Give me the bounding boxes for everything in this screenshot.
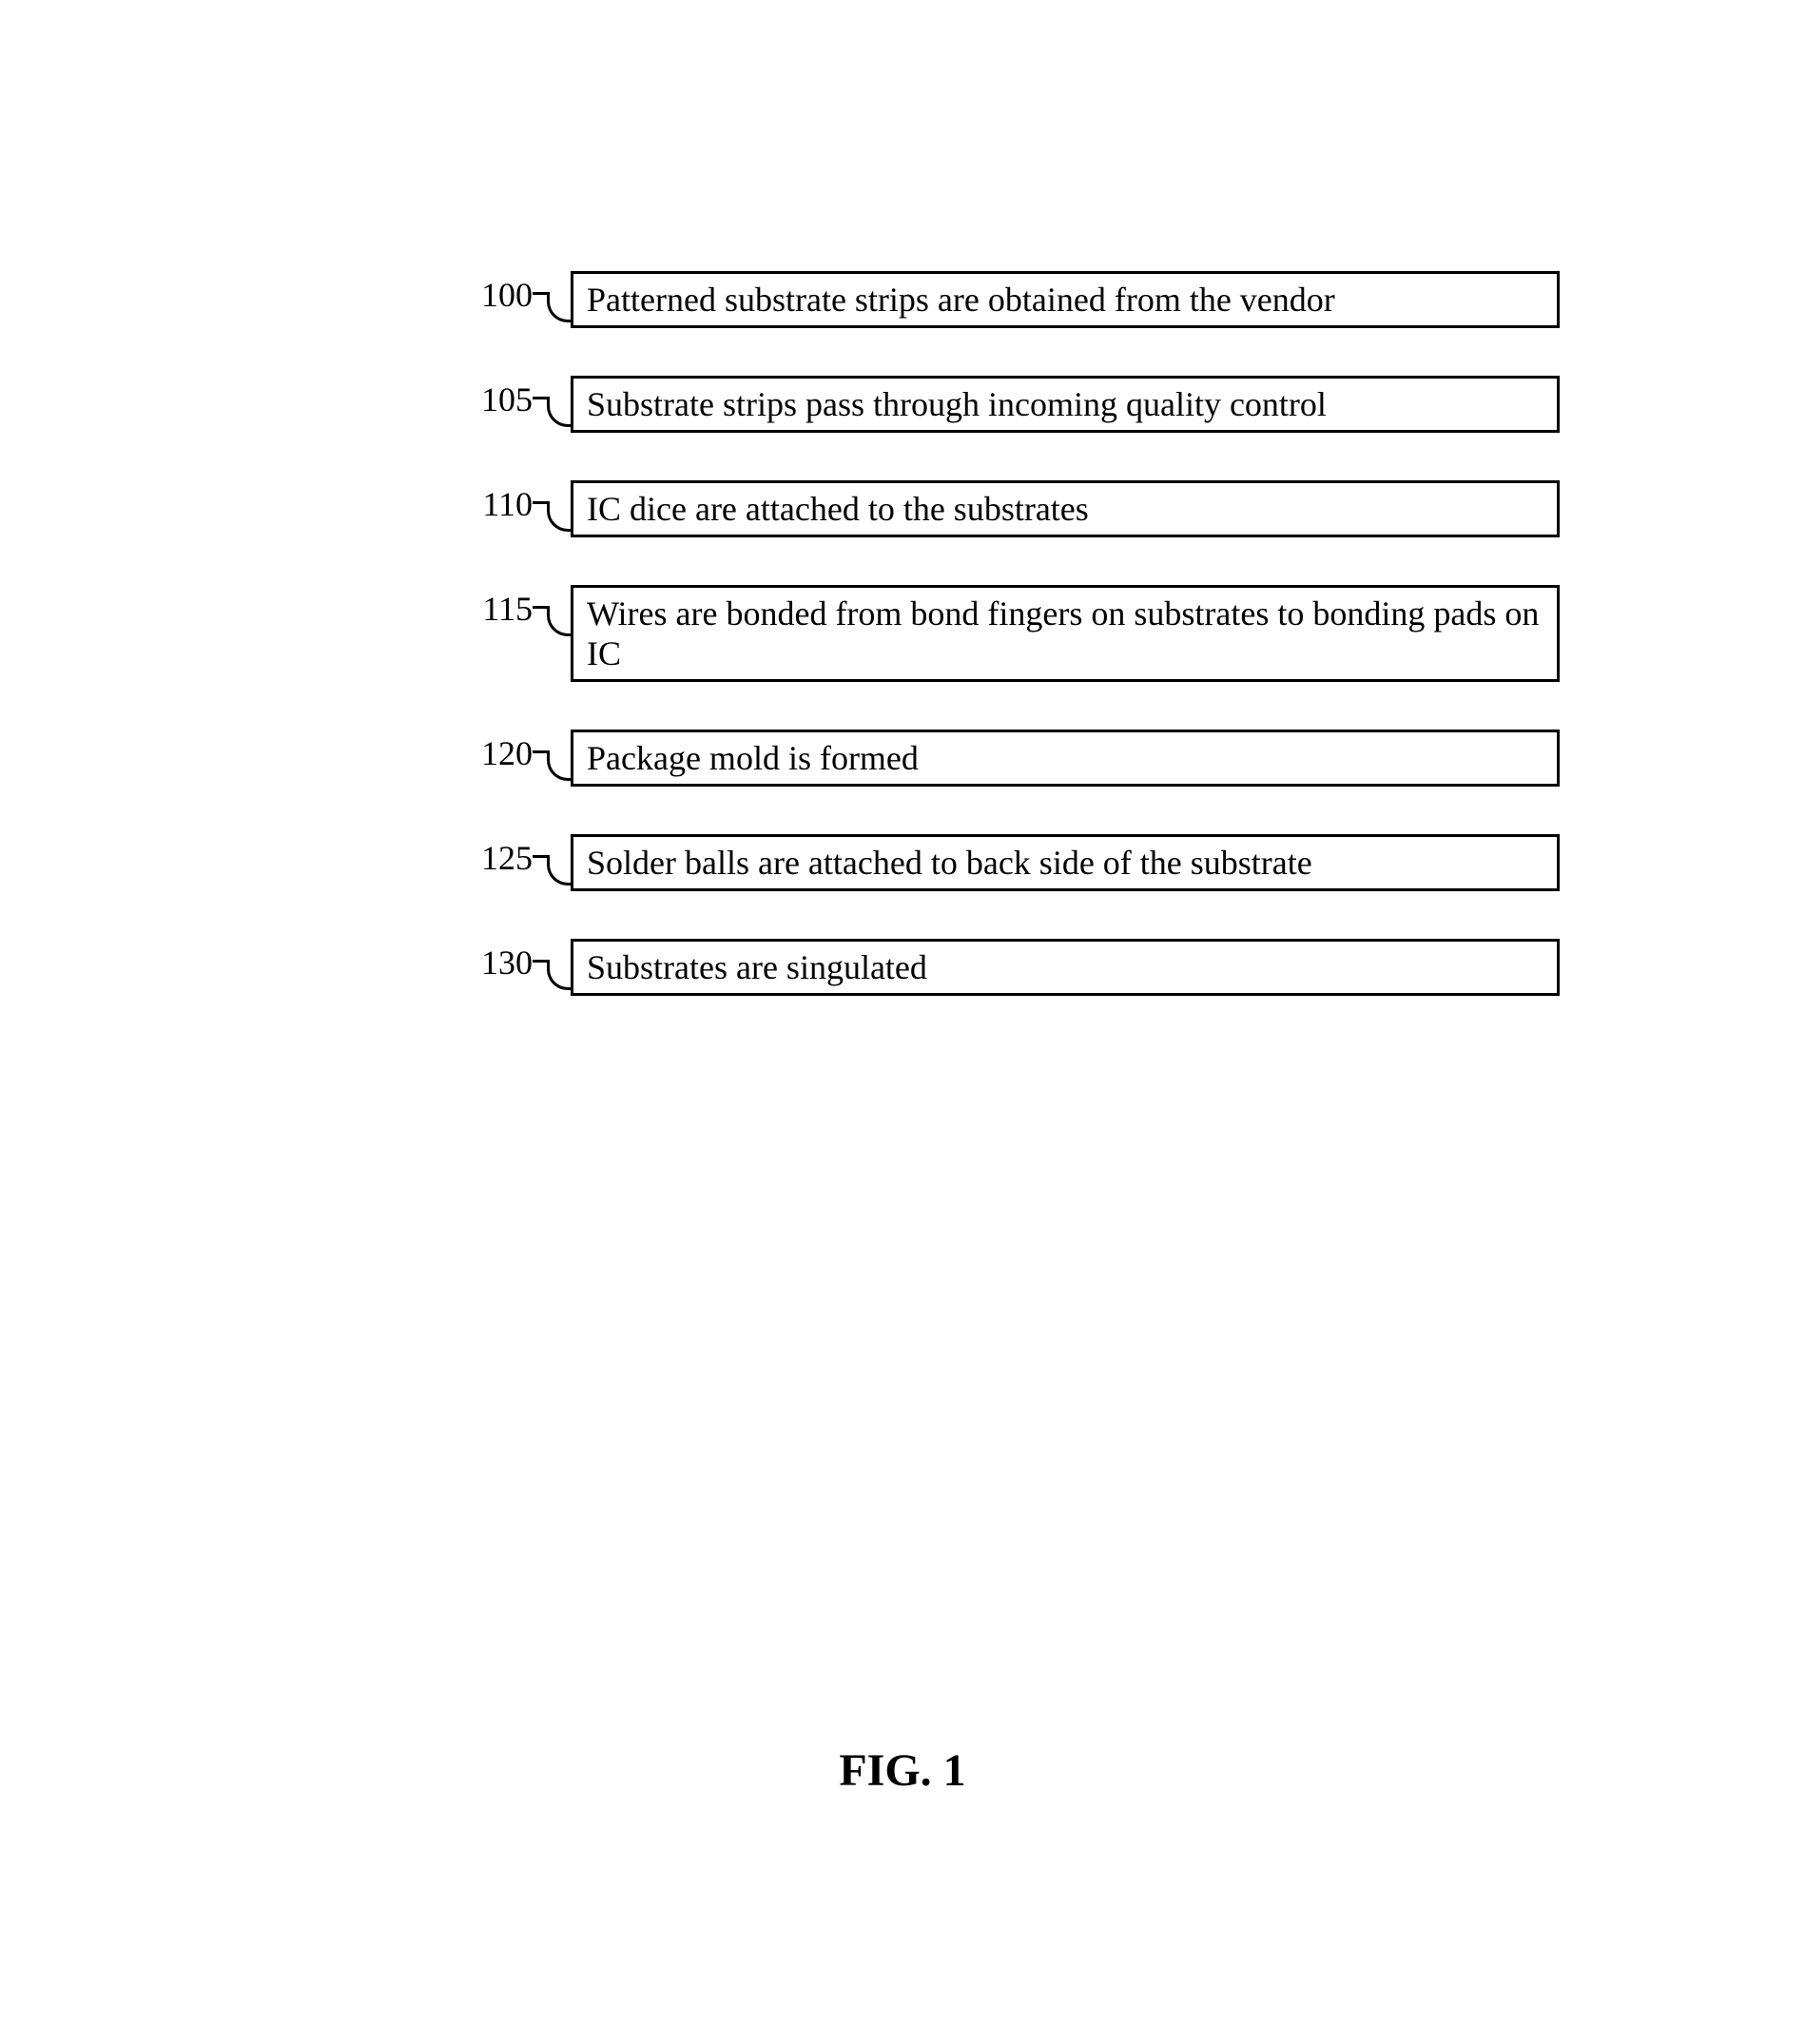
connector — [533, 376, 571, 427]
step-box: Substrates are singulated — [571, 939, 1560, 996]
flowchart-container: 100 Patterned substrate strips are obtai… — [437, 271, 1560, 1043]
step-label: 120 — [437, 730, 533, 773]
connector — [533, 834, 571, 886]
step-box: Substrate strips pass through incoming q… — [571, 376, 1560, 433]
step-row: 105 Substrate strips pass through incomi… — [437, 376, 1560, 433]
step-box: Package mold is formed — [571, 730, 1560, 787]
connector — [533, 480, 571, 532]
step-box: Patterned substrate strips are obtained … — [571, 271, 1560, 328]
connector — [533, 271, 571, 322]
step-label: 110 — [437, 480, 533, 524]
connector — [533, 939, 571, 990]
step-row: 100 Patterned substrate strips are obtai… — [437, 271, 1560, 328]
step-row: 120 Package mold is formed — [437, 730, 1560, 787]
step-label: 100 — [437, 271, 533, 315]
step-label: 125 — [437, 834, 533, 878]
step-label: 105 — [437, 376, 533, 419]
step-box: IC dice are attached to the substrates — [571, 480, 1560, 537]
step-label: 130 — [437, 939, 533, 983]
step-box: Solder balls are attached to back side o… — [571, 834, 1560, 891]
step-row: 110 IC dice are attached to the substrat… — [437, 480, 1560, 537]
step-row: 125 Solder balls are attached to back si… — [437, 834, 1560, 891]
step-label: 115 — [437, 585, 533, 629]
step-row: 115 Wires are bonded from bond fingers o… — [437, 585, 1560, 682]
connector — [533, 730, 571, 781]
figure-label: FIG. 1 — [0, 1744, 1805, 1797]
connector — [533, 585, 571, 636]
step-box: Wires are bonded from bond fingers on su… — [571, 585, 1560, 682]
step-row: 130 Substrates are singulated — [437, 939, 1560, 996]
